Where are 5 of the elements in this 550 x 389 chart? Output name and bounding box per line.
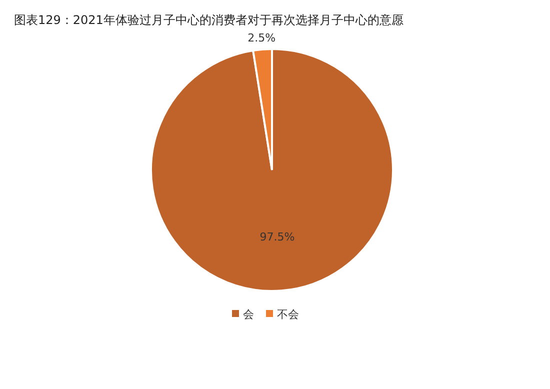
legend-label: 会 xyxy=(243,308,254,321)
data-label: 2.5% xyxy=(248,31,276,44)
chart-title: 图表129：2021年体验过月子中心的消费者对于再次选择月子中心的意愿 xyxy=(14,13,404,27)
legend-label: 不会 xyxy=(277,308,299,321)
data-label: 97.5% xyxy=(260,230,295,244)
